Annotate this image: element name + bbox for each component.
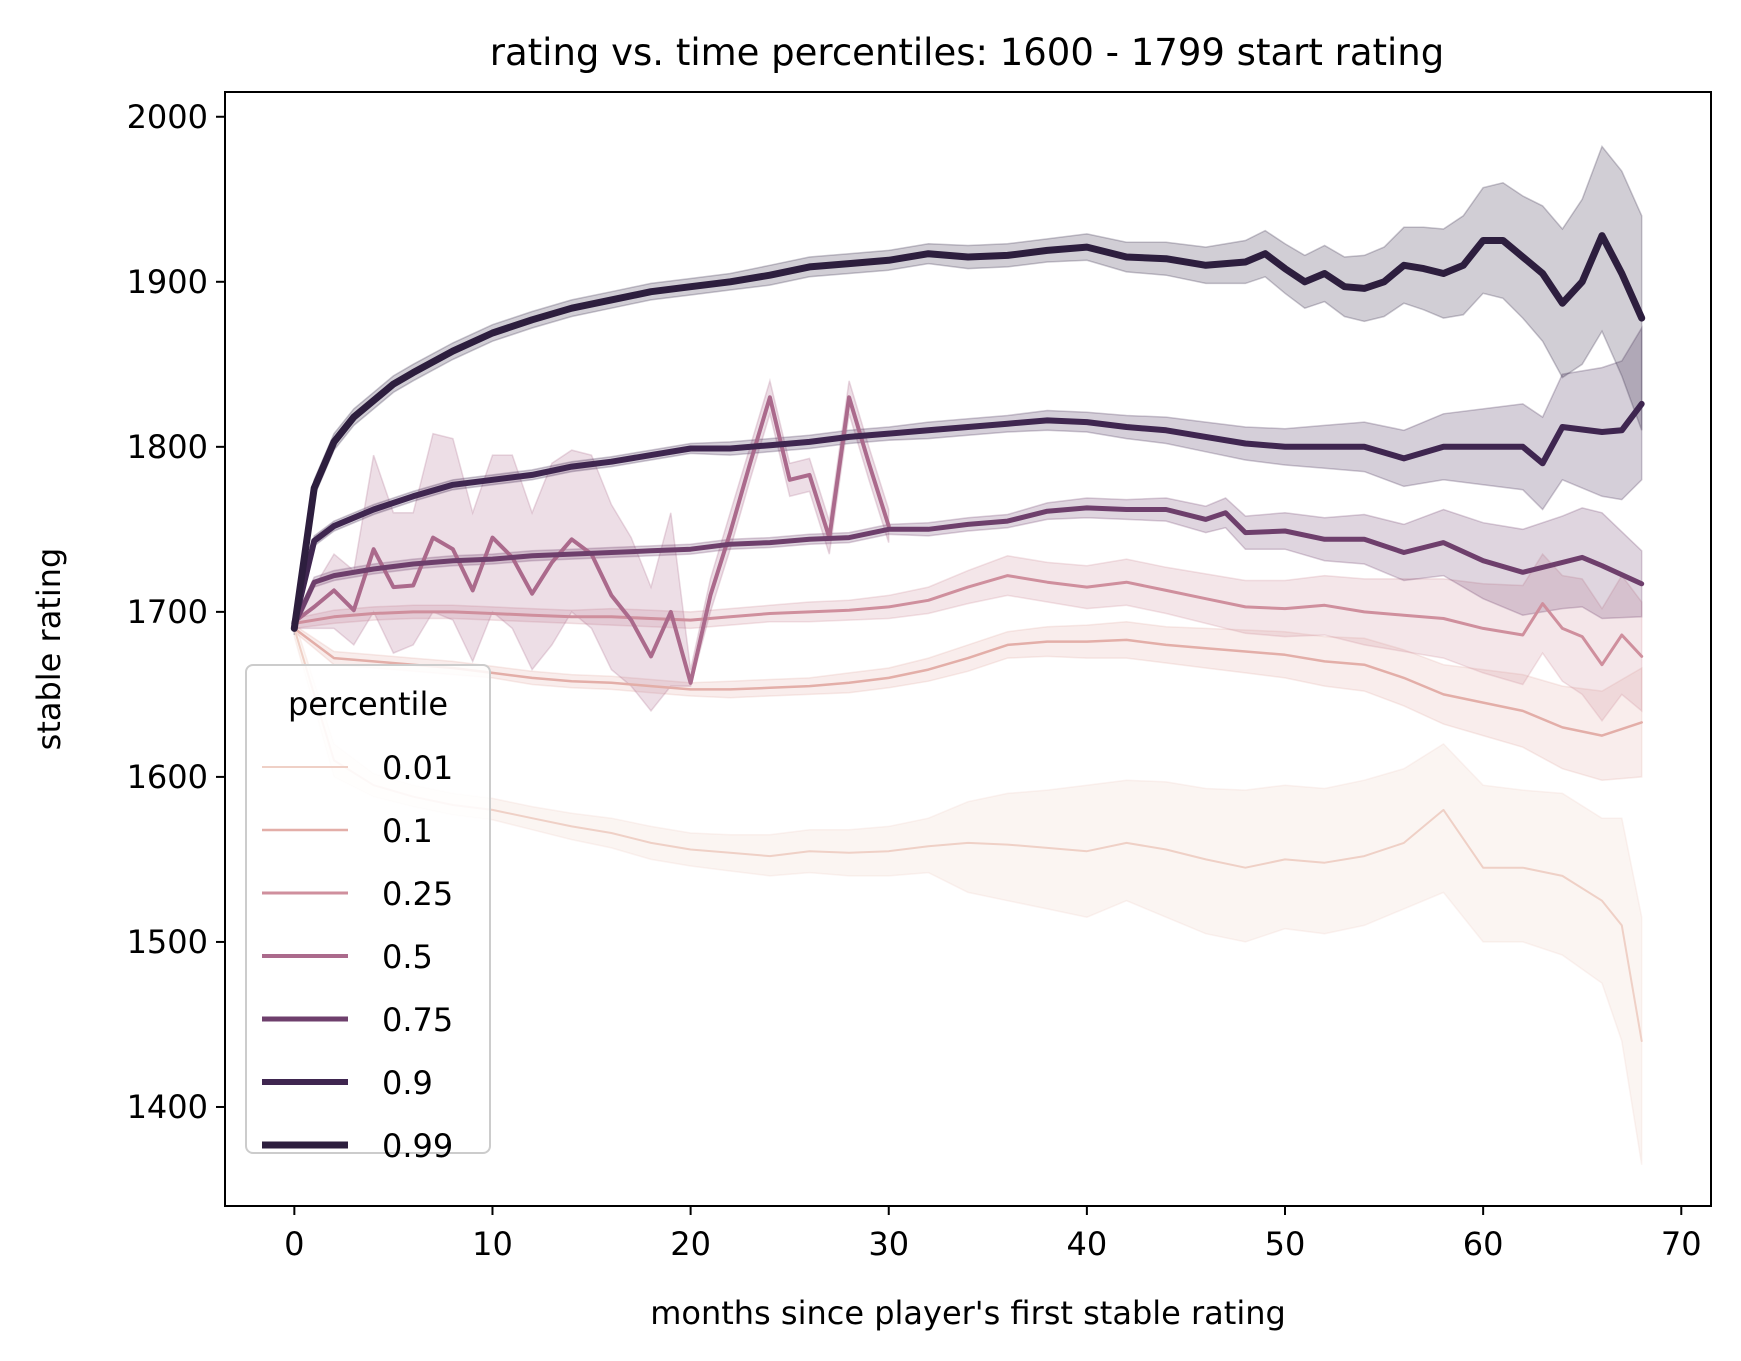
legend-label-3: 0.5 [382, 938, 433, 976]
x-axis: 0 10 20 30 40 50 60 70 [284, 1206, 1702, 1263]
legend: percentile 0.01 0.1 0.25 0.5 0.75 0.9 0.99 [245, 664, 491, 1165]
x-tick-label: 0 [284, 1225, 304, 1263]
legend-title: percentile [288, 685, 448, 723]
y-tick-label: 1400 [127, 1088, 208, 1126]
x-tick-label: 70 [1661, 1225, 1702, 1263]
series-line-5 [291, 400, 1645, 627]
y-tick-label: 1800 [127, 428, 208, 466]
plot-area-frame [224, 91, 1712, 1207]
y-tick-label: 1500 [127, 923, 208, 961]
series-lines [290, 232, 1646, 1042]
series-band-1 [293, 621, 1643, 781]
series-line-0 [293, 627, 1643, 1042]
y-tick-label: 1900 [127, 263, 208, 301]
x-tick-label: 50 [1265, 1225, 1306, 1263]
legend-label-5: 0.9 [382, 1064, 433, 1102]
series-band-3 [293, 377, 890, 713]
y-tick-label: 1600 [127, 758, 208, 796]
legend-items: 0.01 0.1 0.25 0.5 0.75 0.9 0.99 [262, 749, 453, 1165]
x-tick-label: 60 [1463, 1225, 1504, 1263]
x-tick-label: 20 [670, 1225, 711, 1263]
legend-label-6: 0.99 [382, 1127, 453, 1165]
series-line-1 [293, 627, 1643, 737]
x-tick-label: 10 [472, 1225, 513, 1263]
series-line-4 [291, 505, 1645, 628]
series-band-0 [293, 619, 1643, 1165]
x-tick-label: 30 [868, 1225, 909, 1263]
series-line-2 [292, 574, 1644, 667]
y-tick-label: 1700 [127, 593, 208, 631]
legend-label-4: 0.75 [382, 1001, 453, 1039]
x-axis-label: months since player's first stable ratin… [650, 1294, 1286, 1332]
series-band-2 [293, 552, 1643, 723]
y-axis-label: stable rating [30, 548, 68, 751]
y-axis: 1400 1500 1600 1700 1800 1900 2000 [127, 98, 225, 1126]
chart-title: rating vs. time percentiles: 1600 - 1799… [490, 31, 1444, 74]
legend-label-2: 0.25 [382, 875, 453, 913]
series-band-4 [293, 497, 1643, 631]
legend-frame [245, 664, 491, 1154]
confidence-bands [293, 145, 1643, 1165]
y-tick-label: 2000 [127, 98, 208, 136]
legend-label-1: 0.1 [382, 812, 433, 850]
series-line-6 [290, 232, 1646, 632]
x-tick-label: 40 [1067, 1225, 1108, 1263]
legend-label-0: 0.01 [382, 749, 453, 787]
series-band-6 [293, 145, 1643, 636]
